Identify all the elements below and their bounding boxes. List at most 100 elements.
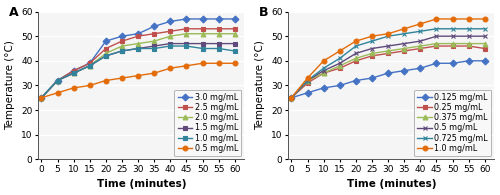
- 0.725 mg/mL: [401, 33, 407, 35]
- 1.0 mg/mL: [168, 45, 173, 47]
- 0.5 mg/mL: [103, 79, 109, 82]
- 0.375 mg/mL: [353, 57, 359, 59]
- 1.0 mg/mL: [434, 18, 440, 20]
- 2.5 mg/mL: [135, 35, 141, 37]
- 0.25 mg/mL: [401, 50, 407, 52]
- 2.5 mg/mL: [119, 40, 125, 42]
- 2.0 mg/mL: [151, 40, 157, 42]
- Line: 0.725 mg/mL: 0.725 mg/mL: [289, 26, 487, 100]
- 0.125 mg/mL: [418, 67, 424, 69]
- 0.5 mg/mL: [168, 67, 173, 69]
- 0.725 mg/mL: [482, 28, 488, 30]
- 1.0 mg/mL: [450, 18, 456, 20]
- 0.5 mg/mL: [450, 35, 456, 37]
- Line: 1.0 mg/mL: 1.0 mg/mL: [39, 44, 237, 100]
- 1.0 mg/mL: [119, 50, 125, 52]
- 0.25 mg/mL: [385, 52, 391, 55]
- 1.0 mg/mL: [70, 72, 76, 74]
- 1.5 mg/mL: [103, 55, 109, 57]
- X-axis label: Time (minutes): Time (minutes): [346, 179, 436, 190]
- 2.5 mg/mL: [216, 28, 222, 30]
- 3.0 mg/mL: [119, 35, 125, 37]
- Legend: 3.0 mg/mL, 2.5 mg/mL, 2.0 mg/mL, 1.5 mg/mL, 1.0 mg/mL, 0.5 mg/mL: 3.0 mg/mL, 2.5 mg/mL, 2.0 mg/mL, 1.5 mg/…: [174, 90, 241, 156]
- 1.0 mg/mL: [418, 23, 424, 25]
- 1.5 mg/mL: [200, 42, 205, 45]
- 0.725 mg/mL: [450, 28, 456, 30]
- 0.25 mg/mL: [336, 67, 342, 69]
- 0.125 mg/mL: [320, 87, 326, 89]
- 2.5 mg/mL: [86, 62, 92, 65]
- X-axis label: Time (minutes): Time (minutes): [96, 179, 186, 190]
- 0.25 mg/mL: [288, 97, 294, 99]
- 0.5 mg/mL: [135, 74, 141, 77]
- 3.0 mg/mL: [54, 79, 60, 82]
- Legend: 0.125 mg/mL, 0.25 mg/mL, 0.375 mg/mL, 0.5 mg/mL, 0.725 mg/mL, 1.0 mg/mL: 0.125 mg/mL, 0.25 mg/mL, 0.375 mg/mL, 0.…: [414, 90, 491, 156]
- 1.5 mg/mL: [119, 50, 125, 52]
- 0.5 mg/mL: [288, 97, 294, 99]
- 1.0 mg/mL: [353, 40, 359, 42]
- 0.5 mg/mL: [304, 79, 310, 82]
- 1.0 mg/mL: [401, 28, 407, 30]
- 2.5 mg/mL: [103, 47, 109, 50]
- 0.375 mg/mL: [304, 79, 310, 82]
- Line: 0.25 mg/mL: 0.25 mg/mL: [289, 44, 487, 100]
- 0.25 mg/mL: [482, 47, 488, 50]
- 1.0 mg/mL: [304, 77, 310, 79]
- 2.0 mg/mL: [200, 33, 205, 35]
- 1.0 mg/mL: [385, 33, 391, 35]
- 0.725 mg/mL: [320, 67, 326, 69]
- 2.5 mg/mL: [232, 28, 238, 30]
- 1.0 mg/mL: [288, 97, 294, 99]
- 0.5 mg/mL: [336, 62, 342, 65]
- 0.5 mg/mL: [320, 69, 326, 72]
- 3.0 mg/mL: [168, 20, 173, 23]
- 1.5 mg/mL: [54, 79, 60, 82]
- 1.0 mg/mL: [200, 47, 205, 50]
- 0.125 mg/mL: [401, 69, 407, 72]
- 0.5 mg/mL: [369, 47, 375, 50]
- 0.25 mg/mL: [353, 60, 359, 62]
- 2.0 mg/mL: [103, 52, 109, 55]
- 0.125 mg/mL: [466, 60, 471, 62]
- Y-axis label: Temperature (°C): Temperature (°C): [6, 41, 16, 130]
- 0.125 mg/mL: [353, 79, 359, 82]
- 0.25 mg/mL: [466, 45, 471, 47]
- Line: 2.5 mg/mL: 2.5 mg/mL: [39, 26, 237, 100]
- 1.0 mg/mL: [482, 18, 488, 20]
- 0.375 mg/mL: [434, 42, 440, 45]
- 3.0 mg/mL: [151, 25, 157, 27]
- 0.25 mg/mL: [450, 45, 456, 47]
- Line: 0.5 mg/mL: 0.5 mg/mL: [289, 34, 487, 100]
- 0.725 mg/mL: [288, 97, 294, 99]
- 2.0 mg/mL: [168, 35, 173, 37]
- 0.125 mg/mL: [304, 92, 310, 94]
- 0.375 mg/mL: [401, 47, 407, 50]
- 1.0 mg/mL: [184, 45, 190, 47]
- 0.5 mg/mL: [482, 35, 488, 37]
- 1.0 mg/mL: [336, 50, 342, 52]
- 2.5 mg/mL: [168, 30, 173, 32]
- Line: 1.5 mg/mL: 1.5 mg/mL: [39, 41, 237, 100]
- 0.375 mg/mL: [288, 97, 294, 99]
- 0.125 mg/mL: [482, 60, 488, 62]
- 2.5 mg/mL: [151, 33, 157, 35]
- 0.725 mg/mL: [385, 35, 391, 37]
- 1.0 mg/mL: [216, 47, 222, 50]
- Line: 3.0 mg/mL: 3.0 mg/mL: [39, 17, 237, 100]
- Text: A: A: [10, 6, 19, 19]
- 0.125 mg/mL: [369, 77, 375, 79]
- 2.0 mg/mL: [119, 45, 125, 47]
- 2.5 mg/mL: [54, 79, 60, 82]
- 1.0 mg/mL: [320, 60, 326, 62]
- 1.5 mg/mL: [135, 47, 141, 50]
- 1.5 mg/mL: [38, 97, 44, 99]
- 0.125 mg/mL: [450, 62, 456, 65]
- 0.375 mg/mL: [320, 72, 326, 74]
- 0.375 mg/mL: [482, 42, 488, 45]
- 0.725 mg/mL: [336, 57, 342, 59]
- 3.0 mg/mL: [38, 97, 44, 99]
- 1.0 mg/mL: [86, 65, 92, 67]
- 0.375 mg/mL: [418, 45, 424, 47]
- 0.5 mg/mL: [70, 87, 76, 89]
- 0.725 mg/mL: [304, 79, 310, 82]
